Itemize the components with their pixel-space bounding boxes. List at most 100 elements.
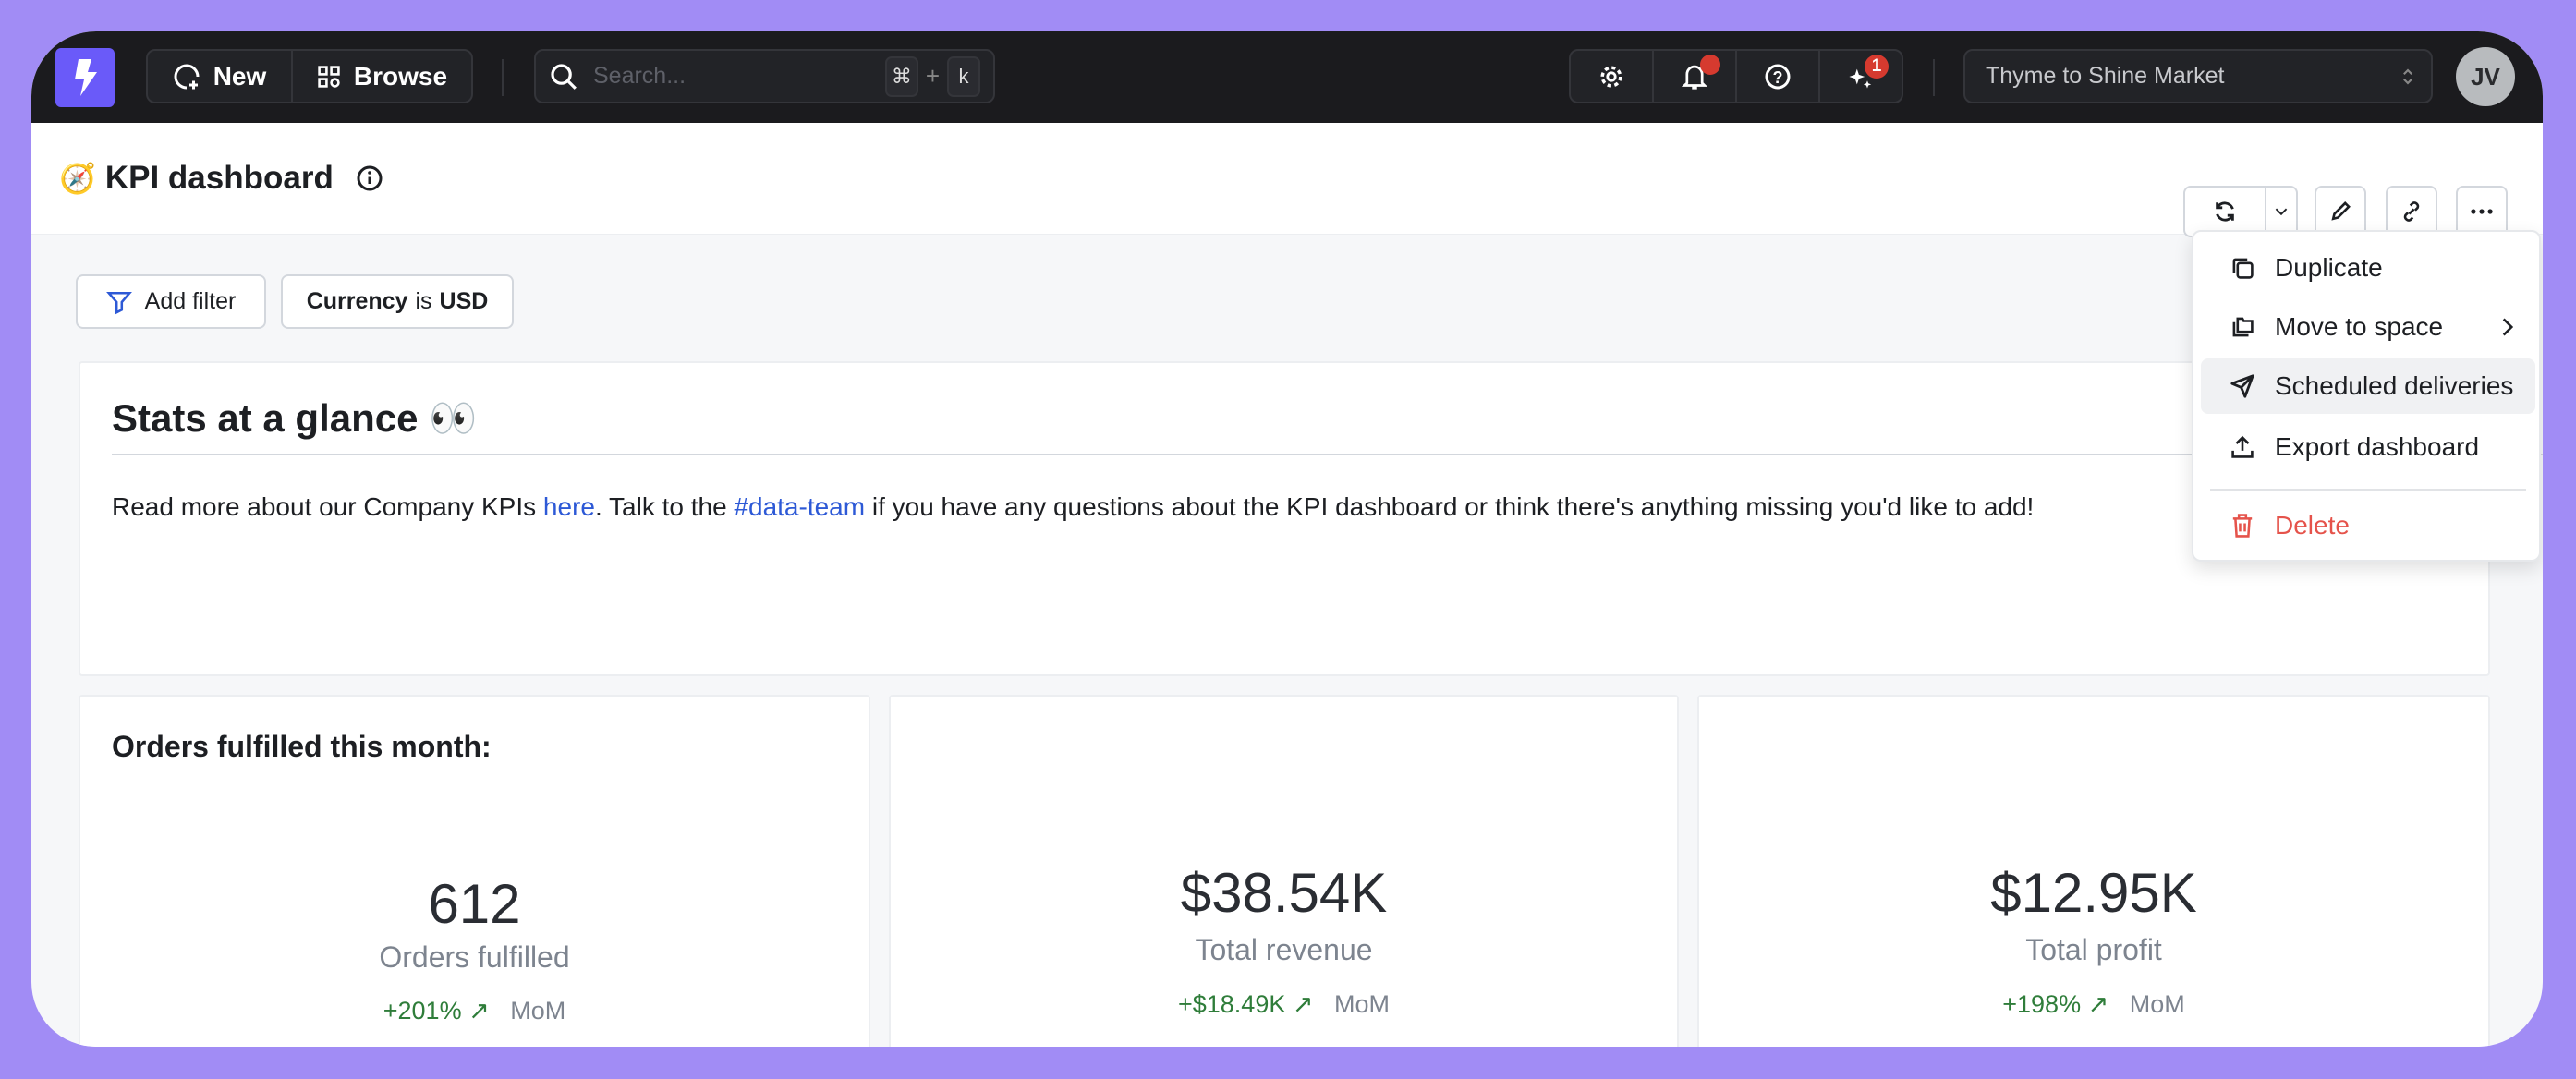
kpi-period: MoM: [1334, 990, 1390, 1018]
menu-item-export-dashboard[interactable]: Export dashboard: [2201, 419, 2535, 475]
menu-item-delete[interactable]: Delete: [2201, 498, 2535, 553]
bell-icon: [1682, 65, 1707, 90]
add-filter-button[interactable]: Add filter: [76, 274, 266, 329]
new-button[interactable]: New: [148, 51, 291, 102]
shortcut-plus: +: [925, 62, 940, 90]
help-icon: ?: [1765, 64, 1791, 89]
trash-icon: [2232, 514, 2253, 538]
app-window: New Browse Search... ⌘ + k ? 1 Thyme to …: [31, 31, 2543, 1047]
menu-separator: [2210, 489, 2526, 491]
workspace-select[interactable]: Thyme to Shine Market: [1963, 49, 2433, 103]
menu-item-label: Move to space: [2275, 312, 2444, 341]
kpi-change: +201% ↗ MoM: [80, 997, 869, 1025]
info-icon[interactable]: [356, 164, 383, 192]
menu-item-duplicate[interactable]: Duplicate: [2201, 240, 2535, 296]
shortcut-cmd-key: ⌘: [884, 55, 918, 97]
arrow-up-right-icon: ↗: [468, 997, 490, 1024]
divider: [1933, 59, 1935, 96]
kpi-change-value: +201%: [383, 997, 462, 1024]
svg-text:?: ?: [1773, 67, 1783, 86]
kpi-change-value: +$18.49K: [1177, 990, 1286, 1018]
kpi-period: MoM: [510, 997, 566, 1024]
menu-item-label: Scheduled deliveries: [2275, 371, 2514, 400]
ai-badge: 1: [1865, 55, 1889, 79]
more-options-menu: Duplicate Move to space Scheduled delive…: [2192, 230, 2541, 562]
kpi-card-profit: $12.95K Total profit +198% ↗ MoM: [1697, 695, 2490, 1047]
kpi-title: Orders fulfilled this month:: [112, 730, 492, 763]
ai-assistant-button[interactable]: 1: [1818, 51, 1902, 102]
lightning-icon: [75, 59, 97, 96]
add-filter-label: Add filter: [144, 288, 237, 314]
app-logo[interactable]: [55, 48, 115, 107]
notification-dot: [1700, 55, 1720, 75]
help-button[interactable]: ?: [1735, 51, 1818, 102]
pencil-icon: [2331, 201, 2351, 221]
arrow-up-right-icon: ↗: [1292, 990, 1314, 1018]
text-card-heading: Stats at a glance 👀: [112, 396, 478, 440]
kpi-value: 612: [428, 873, 521, 935]
kpi-change: +$18.49K ↗ MoM: [891, 990, 1677, 1019]
menu-item-move-to-space[interactable]: Move to space: [2201, 299, 2535, 355]
menu-item-label: Duplicate: [2275, 253, 2383, 282]
filter-value: USD: [439, 288, 489, 314]
search-icon: [551, 63, 577, 90]
text-card: Stats at a glance 👀 Read more about our …: [79, 361, 2543, 676]
new-browse-group: New Browse: [146, 49, 473, 103]
search-input[interactable]: Search... ⌘ + k: [534, 49, 995, 103]
menu-item-scheduled-deliveries[interactable]: Scheduled deliveries: [2201, 358, 2535, 414]
top-navigation-bar: New Browse Search... ⌘ + k ? 1 Thyme to …: [31, 31, 2543, 123]
page-title: 🧭 KPI dashboard: [59, 160, 383, 197]
ellipsis-icon: [2471, 209, 2493, 214]
kpi-period: MoM: [2129, 990, 2185, 1018]
settings-button[interactable]: [1571, 51, 1652, 102]
currency-filter-chip[interactable]: Currency is USD: [281, 274, 514, 329]
kpi-card-orders: Orders fulfilled this month: 612 Orders …: [79, 695, 870, 1047]
filter-operator: is: [415, 288, 432, 314]
chevron-down-icon: [2275, 208, 2288, 216]
divider: [502, 59, 504, 96]
shortcut-k-key: k: [947, 55, 980, 97]
gear-icon: [1600, 65, 1622, 88]
dashboard-header: 🧭 KPI dashboard: [31, 123, 2543, 235]
arrow-up-right-icon: ↗: [2087, 990, 2109, 1018]
kpi-label: Total profit: [2025, 933, 2162, 966]
kpi-value: $38.54K: [1180, 862, 1388, 924]
text-card-paragraph: Read more about our Company KPIs here. T…: [112, 492, 2034, 522]
refresh-options-button[interactable]: [2266, 207, 2296, 216]
sparkles-icon: [1849, 68, 1872, 89]
grid-icon: [318, 65, 340, 88]
filter-icon: [105, 291, 132, 314]
upload-icon: [2231, 435, 2254, 458]
refresh-icon: [2216, 201, 2234, 222]
new-label: New: [213, 61, 267, 91]
menu-item-label: Delete: [2275, 511, 2350, 540]
new-query-icon: [174, 64, 200, 89]
kpi-label: Total revenue: [1195, 933, 1373, 966]
kpi-value: $12.95K: [1990, 862, 2197, 924]
copy-icon: [2232, 258, 2254, 279]
text: if you have any questions about the KPI …: [865, 492, 2035, 521]
kpi-change-value: +198%: [2002, 990, 2082, 1018]
heading-rule: [112, 454, 2543, 455]
menu-item-label: Export dashboard: [2275, 432, 2480, 461]
data-team-channel-link[interactable]: #data-team: [734, 492, 866, 521]
browse-button[interactable]: Browse: [291, 51, 471, 102]
compass-icon: 🧭: [59, 162, 96, 195]
notifications-button[interactable]: [1652, 51, 1735, 102]
user-avatar[interactable]: JV: [2456, 47, 2515, 106]
dashboard-title: KPI dashboard: [104, 160, 334, 196]
send-icon: [2230, 374, 2254, 398]
edit-button[interactable]: [2315, 186, 2366, 237]
chevron-up-down-icon: [2403, 68, 2412, 84]
filter-field: Currency: [306, 288, 408, 314]
refresh-button[interactable]: [2185, 188, 2266, 236]
text: Read more about our Company KPIs: [112, 492, 543, 521]
browse-label: Browse: [353, 61, 448, 91]
refresh-split-button: [2183, 186, 2298, 237]
workspace-name: Thyme to Shine Market: [1986, 63, 2225, 89]
chevron-right-icon: [2502, 318, 2513, 336]
folder-icon: [2232, 317, 2254, 337]
kpi-change: +198% ↗ MoM: [1699, 990, 2488, 1019]
kpi-docs-link[interactable]: here: [542, 492, 595, 521]
text: . Talk to the: [594, 492, 735, 521]
